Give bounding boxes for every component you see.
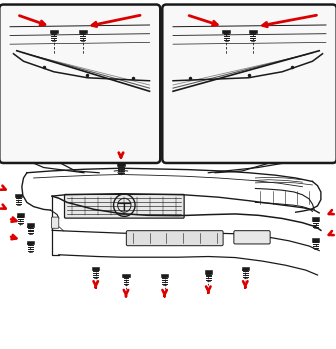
FancyBboxPatch shape	[0, 5, 160, 163]
Bar	[161, 274, 168, 277]
Bar	[27, 241, 34, 244]
Bar	[17, 213, 24, 216]
FancyBboxPatch shape	[234, 231, 270, 244]
Bar	[123, 274, 129, 277]
Bar	[0, 159, 336, 349]
Bar	[249, 30, 256, 34]
Bar	[205, 270, 212, 274]
Bar	[312, 238, 319, 242]
FancyBboxPatch shape	[65, 194, 184, 218]
Bar	[222, 30, 230, 34]
Bar	[79, 30, 87, 34]
Bar	[50, 30, 57, 34]
Bar	[117, 163, 125, 166]
FancyBboxPatch shape	[126, 231, 223, 246]
Bar	[27, 223, 34, 227]
FancyBboxPatch shape	[162, 5, 336, 163]
Bar	[242, 267, 249, 270]
Bar	[15, 194, 22, 197]
Bar	[312, 217, 319, 221]
Bar	[92, 267, 99, 270]
FancyBboxPatch shape	[51, 217, 59, 228]
